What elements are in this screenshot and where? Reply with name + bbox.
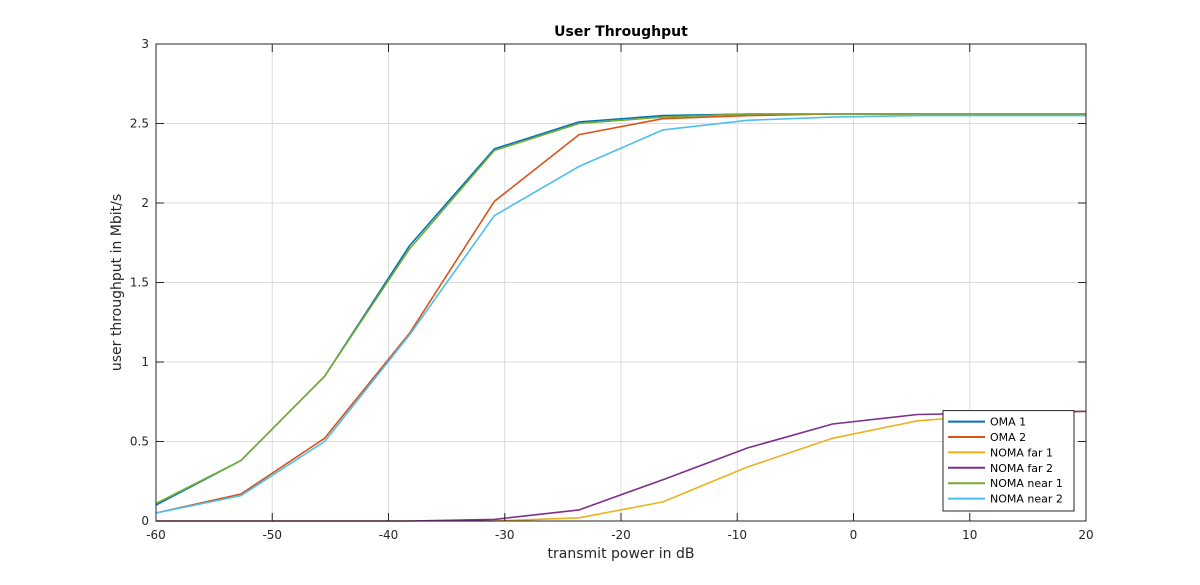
y-tick-label: 3 bbox=[141, 37, 149, 51]
x-tick-label: -60 bbox=[146, 528, 166, 542]
x-tick-label: -20 bbox=[611, 528, 631, 542]
series-line-noma-near-2 bbox=[155, 114, 1086, 514]
y-tick-label: 0 bbox=[141, 514, 149, 528]
y-tick-label: 1 bbox=[141, 355, 149, 369]
x-tick-label: 0 bbox=[850, 528, 858, 542]
legend-label: OMA 1 bbox=[990, 416, 1026, 429]
series-line-noma-near-1 bbox=[155, 113, 1086, 505]
x-tick-label: 20 bbox=[1078, 528, 1093, 542]
tick-labels: -60 -50 -40 -30 -20 -10 0 10 20 0 0.5 1 1.5 2 2.5 3 bbox=[130, 37, 1094, 542]
chart-title: User Throughput bbox=[554, 24, 688, 40]
legend: OMA 1 OMA 2 NOMA far 1 NOMA far 2 NOMA near … bbox=[942, 410, 1075, 512]
legend-label: NOMA far 1 bbox=[990, 446, 1053, 459]
x-tick-label: -50 bbox=[262, 528, 282, 542]
legend-label: NOMA far 2 bbox=[990, 462, 1053, 475]
x-tick-label: -30 bbox=[495, 528, 515, 542]
legend-label: NOMA near 1 bbox=[990, 477, 1063, 490]
x-tick-label: -40 bbox=[379, 528, 399, 542]
legend-box bbox=[942, 410, 1075, 512]
y-tick-label: 2 bbox=[141, 196, 149, 210]
ticks bbox=[155, 43, 1087, 522]
y-axis-title: user throughput in Mbit/s bbox=[109, 194, 125, 371]
y-tick-label: 0.5 bbox=[130, 435, 149, 449]
x-axis-title: transmit power in dB bbox=[548, 546, 695, 562]
x-tick-label: 10 bbox=[962, 528, 977, 542]
legend-label: OMA 2 bbox=[990, 431, 1026, 444]
legend-label: NOMA near 2 bbox=[990, 493, 1063, 506]
y-tick-label: 1.5 bbox=[130, 276, 149, 290]
y-tick-label: 2.5 bbox=[130, 117, 149, 131]
x-tick-label: -10 bbox=[727, 528, 747, 542]
